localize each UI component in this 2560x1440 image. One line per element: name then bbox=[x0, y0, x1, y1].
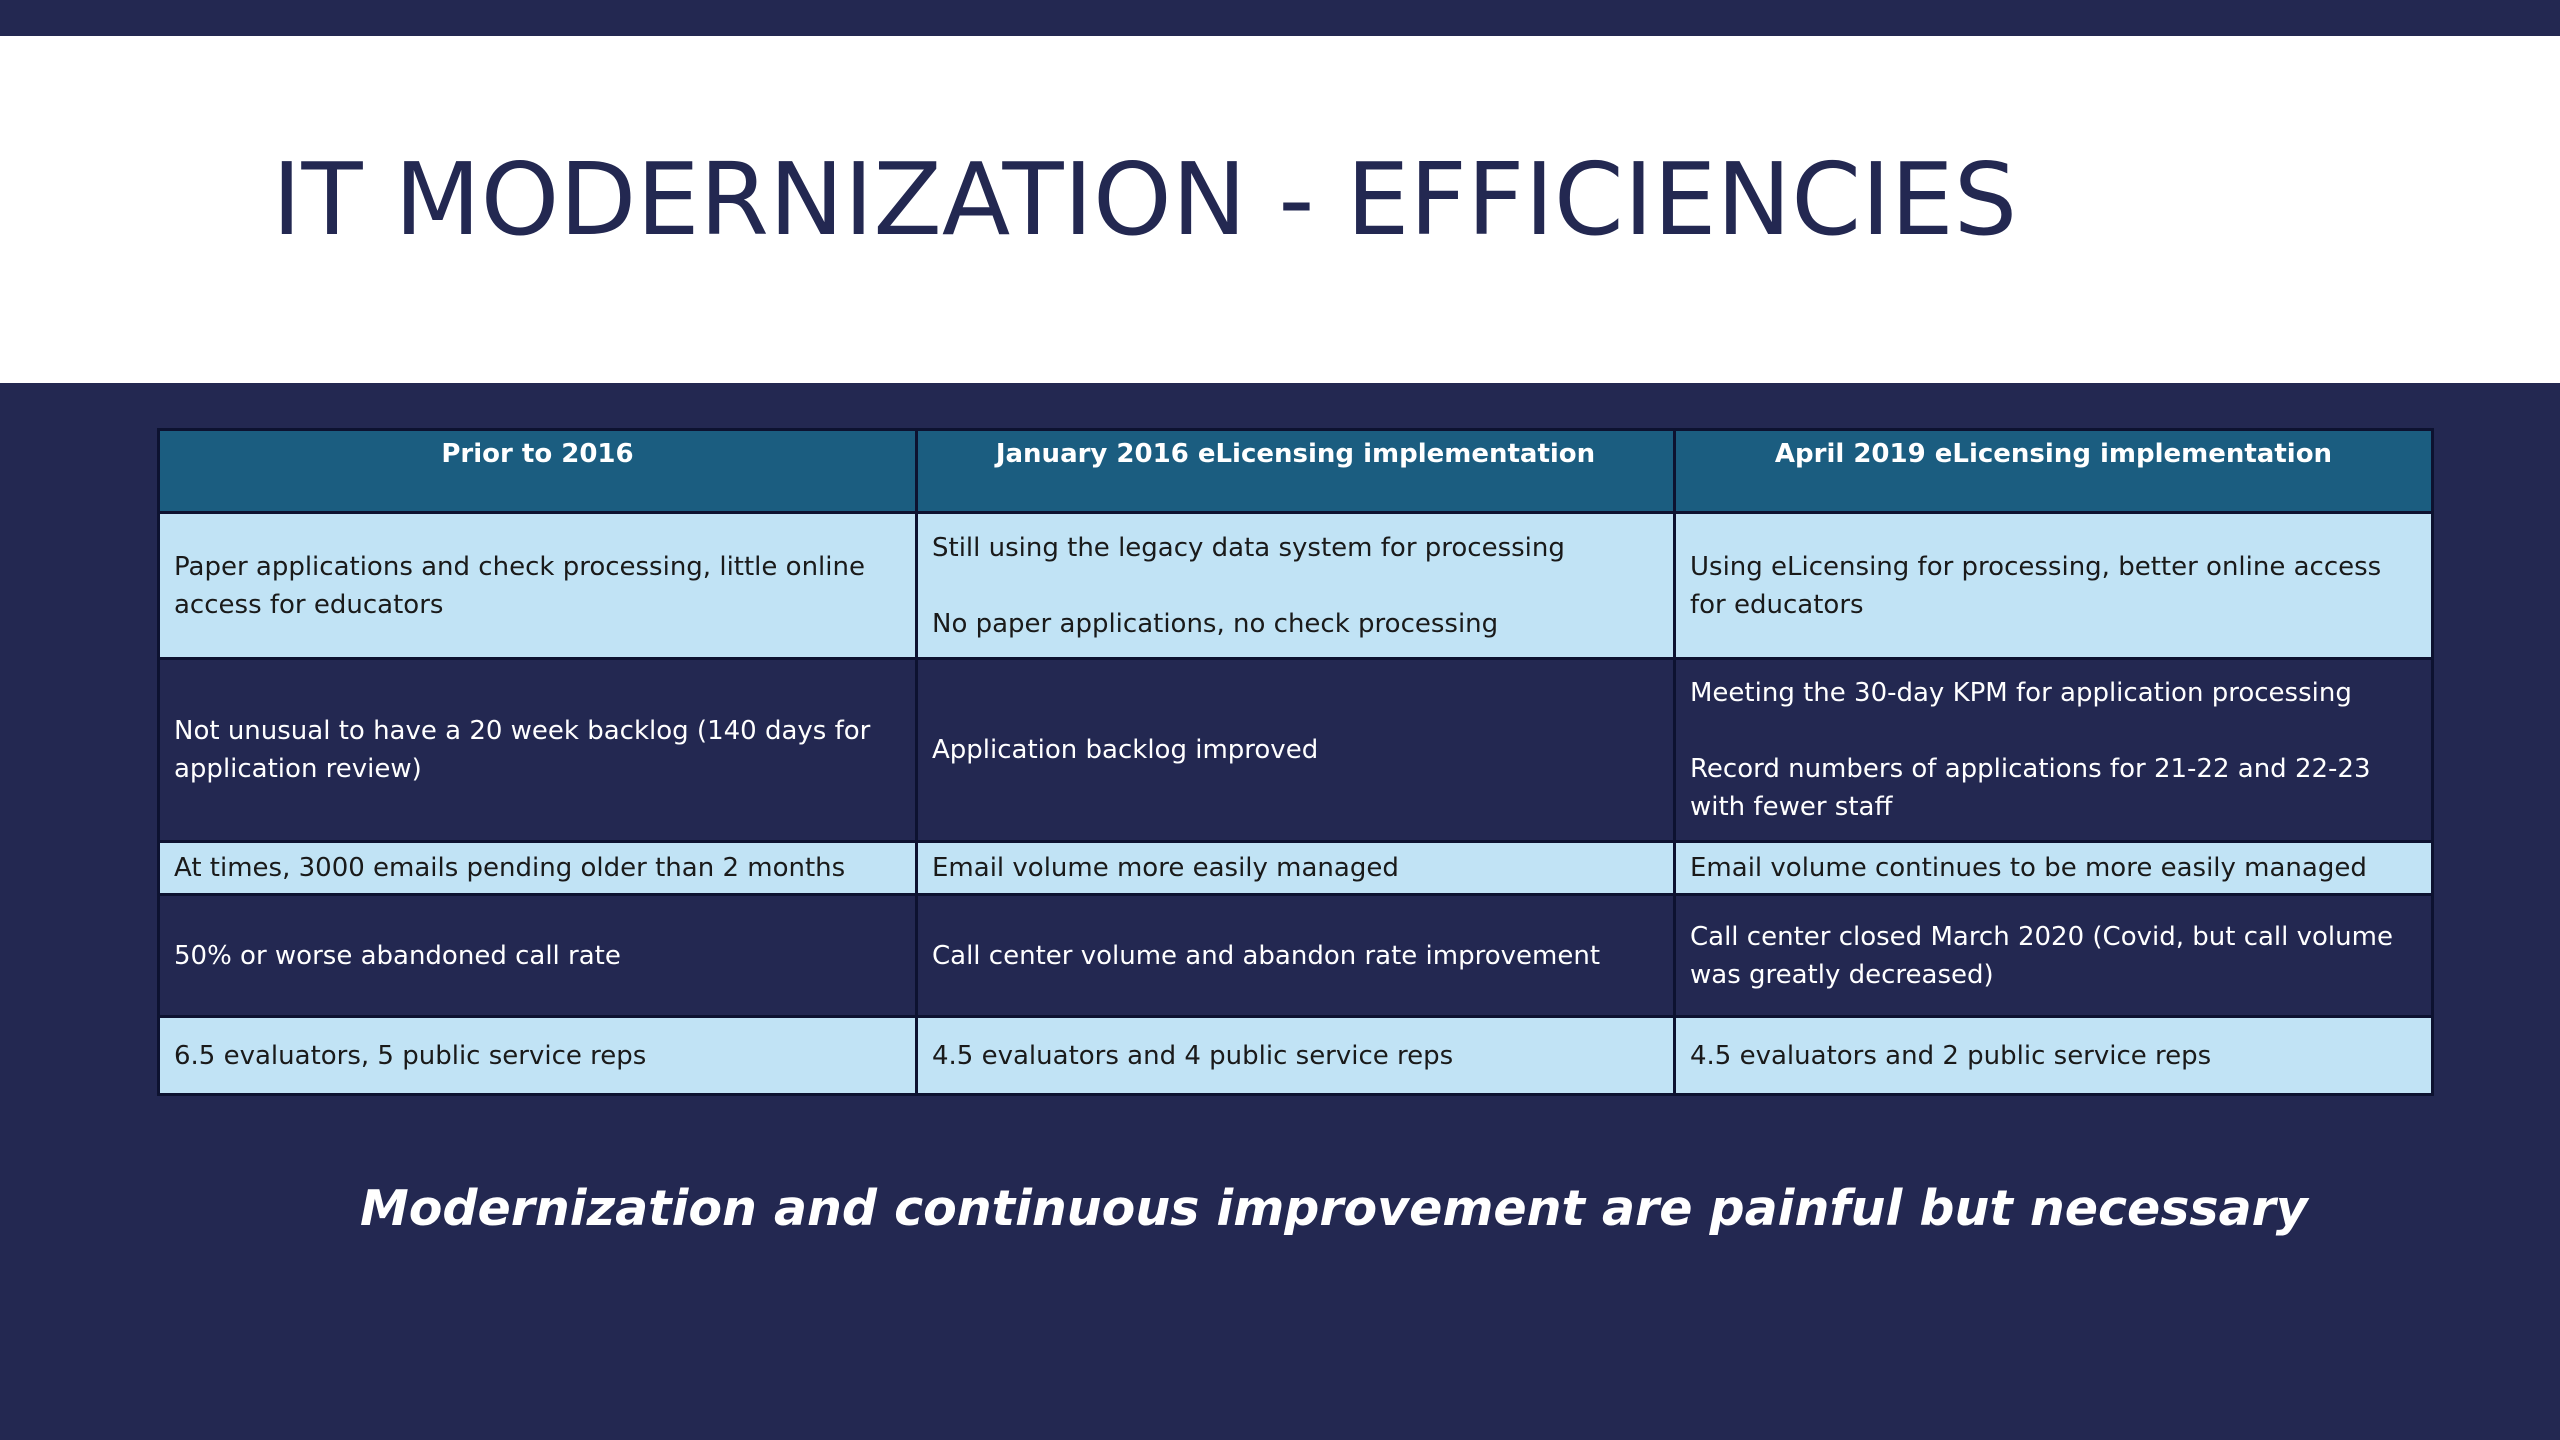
comparison-table: Prior to 2016 January 2016 eLicensing im… bbox=[157, 428, 2434, 1096]
table-row-email: At times, 3000 emails pending older than… bbox=[157, 840, 2434, 896]
table-cell: At times, 3000 emails pending older than… bbox=[157, 840, 918, 896]
table-cell: Call center closed March 2020 (Covid, bu… bbox=[1673, 893, 2434, 1018]
header-apr-2019: April 2019 eLicensing implementation bbox=[1673, 428, 2434, 514]
comparison-table-container: Prior to 2016 January 2016 eLicensing im… bbox=[157, 428, 2434, 1096]
table-cell: 4.5 evaluators and 4 public service reps bbox=[915, 1015, 1676, 1096]
header-jan-2016: January 2016 eLicensing implementation bbox=[915, 428, 1676, 514]
table-cell: Not unusual to have a 20 week backlog (1… bbox=[157, 657, 918, 843]
cell-line: Record numbers of applications for 21-22… bbox=[1690, 754, 2371, 822]
table-cell: Meeting the 30-day KPM for application p… bbox=[1673, 657, 2434, 843]
table-cell: Still using the legacy data system for p… bbox=[915, 511, 1676, 660]
table-cell: 6.5 evaluators, 5 public service reps bbox=[157, 1015, 918, 1096]
table-cell: Call center volume and abandon rate impr… bbox=[915, 893, 1676, 1018]
header-prior-2016: Prior to 2016 bbox=[157, 428, 918, 514]
table-cell: Application backlog improved bbox=[915, 657, 1676, 843]
table-row-processing: Paper applications and check processing,… bbox=[157, 511, 2434, 660]
cell-line: Meeting the 30-day KPM for application p… bbox=[1690, 678, 2352, 708]
table-cell: 50% or worse abandoned call rate bbox=[157, 893, 918, 1018]
table-header-row: Prior to 2016 January 2016 eLicensing im… bbox=[157, 428, 2434, 514]
table-cell: Email volume continues to be more easily… bbox=[1673, 840, 2434, 896]
cell-line: Still using the legacy data system for p… bbox=[932, 532, 1565, 563]
cell-line: No paper applications, no check processi… bbox=[932, 608, 1499, 639]
table-cell: 4.5 evaluators and 2 public service reps bbox=[1673, 1015, 2434, 1096]
tagline: Modernization and continuous improvement… bbox=[360, 1180, 2308, 1237]
table-cell: Email volume more easily managed bbox=[915, 840, 1676, 896]
table-row-staff: 6.5 evaluators, 5 public service reps 4.… bbox=[157, 1015, 2434, 1096]
table-row-backlog: Not unusual to have a 20 week backlog (1… bbox=[157, 657, 2434, 843]
slide-title: IT MODERNIZATION - EFFICIENCIES bbox=[272, 141, 2018, 258]
title-band bbox=[0, 36, 2560, 383]
table-cell: Paper applications and check processing,… bbox=[157, 511, 918, 660]
table-row-calls: 50% or worse abandoned call rate Call ce… bbox=[157, 893, 2434, 1018]
table-cell: Using eLicensing for processing, better … bbox=[1673, 511, 2434, 660]
